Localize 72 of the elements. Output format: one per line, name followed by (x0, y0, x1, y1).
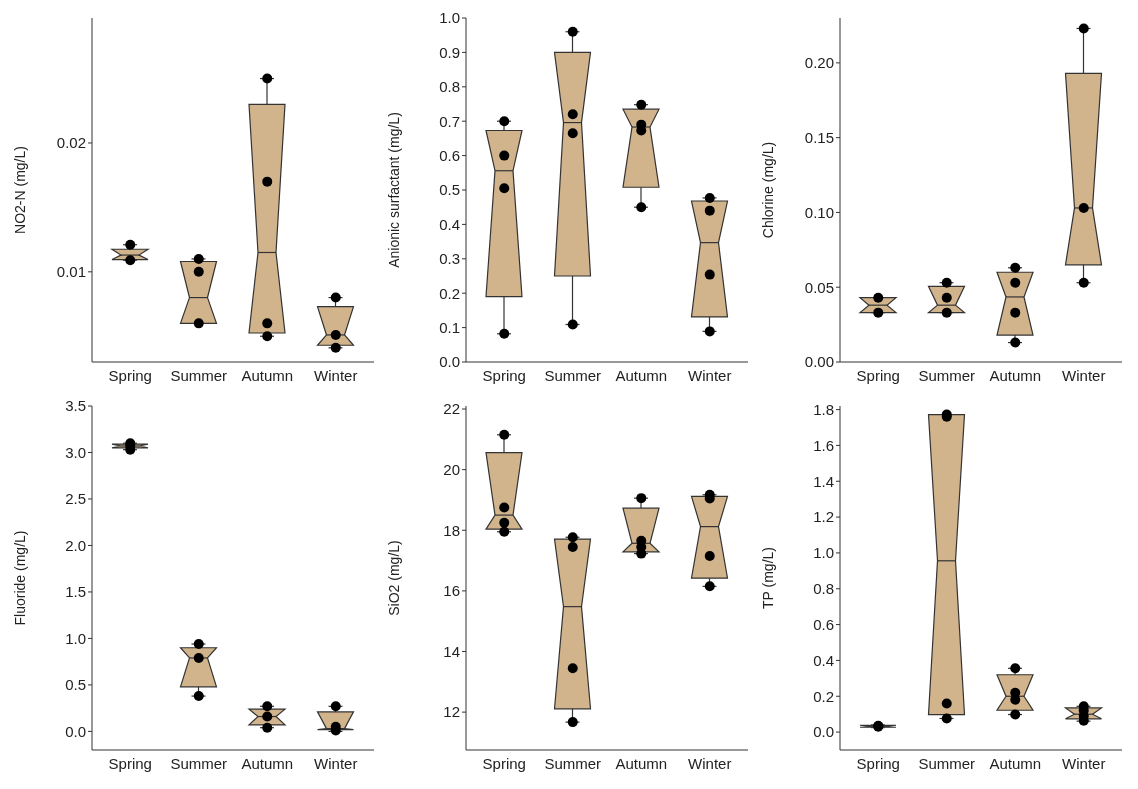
y-tick-label: 0.10 (804, 203, 834, 221)
y-tick-label: 0.0 (65, 722, 86, 740)
y-tick-label: 1.0 (439, 9, 460, 27)
y-axis-title: NO2-N (mg/L) (11, 146, 28, 234)
y-tick-label: 20 (443, 460, 460, 478)
y-tick-label: 0.15 (804, 128, 834, 146)
x-tick-label: Summer (918, 754, 976, 772)
x-tick-label: Summer (170, 366, 228, 384)
x-tick-label: Winter (314, 366, 358, 384)
x-tick-label: Autumn (989, 754, 1042, 772)
y-tick-label: 0.8 (439, 78, 460, 96)
y-tick-label: 3.5 (65, 397, 86, 415)
y-tick-label: 3.0 (65, 443, 86, 461)
x-tick-label: Summer (170, 754, 228, 772)
x-tick-label: Autumn (615, 754, 668, 772)
y-tick-label: 0.4 (813, 651, 834, 669)
y-tick-label: 0.8 (813, 580, 834, 598)
y-tick-label: 0.5 (439, 181, 460, 199)
y-tick-label: 0.2 (813, 687, 834, 705)
y-tick-label: 0.3 (439, 250, 460, 268)
y-axis-title: Anionic surfactant (mg/L) (385, 112, 402, 268)
x-tick-label: Winter (1062, 366, 1106, 384)
x-tick-label: Spring (108, 366, 152, 384)
x-tick-label: Winter (688, 366, 732, 384)
y-tick-label: 18 (443, 521, 460, 539)
x-tick-label: Autumn (241, 366, 294, 384)
y-tick-label: 0.01 (56, 263, 86, 281)
x-tick-label: Autumn (989, 366, 1042, 384)
y-tick-label: 0.6 (439, 146, 460, 164)
x-tick-label: Spring (482, 754, 526, 772)
y-tick-label: 16 (443, 582, 460, 600)
y-tick-label: 0.4 (439, 215, 460, 233)
y-tick-label: 0.1 (439, 318, 460, 336)
x-tick-label: Winter (688, 754, 732, 772)
y-tick-label: 1.0 (65, 629, 86, 647)
y-tick-label: 2.0 (65, 536, 86, 554)
x-tick-label: Summer (918, 366, 976, 384)
y-tick-label: 22 (443, 400, 460, 418)
x-tick-label: Winter (1062, 754, 1106, 772)
y-tick-label: 0.05 (804, 278, 834, 296)
x-tick-label: Winter (314, 754, 358, 772)
y-tick-label: 0.5 (65, 676, 86, 694)
y-axis-title: Chlorine (mg/L) (759, 141, 776, 239)
y-tick-label: 1.0 (813, 544, 834, 562)
y-tick-label: 0.0 (813, 723, 834, 741)
y-axis-title: SiO2 (mg/L) (385, 540, 402, 616)
y-tick-label: 12 (443, 703, 460, 721)
y-tick-label: 1.2 (813, 508, 834, 526)
y-tick-label: 0.20 (804, 54, 834, 72)
y-tick-label: 0.02 (56, 134, 86, 152)
x-tick-label: Spring (482, 366, 526, 384)
x-tick-label: Spring (108, 754, 152, 772)
x-tick-label: Autumn (615, 366, 668, 384)
x-tick-label: Spring (856, 754, 900, 772)
x-tick-label: Summer (544, 366, 602, 384)
y-tick-label: 0.2 (439, 284, 460, 302)
x-tick-label: Spring (856, 366, 900, 384)
y-tick-label: 1.5 (65, 583, 86, 601)
y-tick-label: 0.7 (439, 112, 460, 130)
y-tick-label: 1.6 (813, 436, 834, 454)
y-tick-label: 0.6 (813, 615, 834, 633)
y-tick-label: 0.0 (439, 353, 460, 371)
y-tick-label: 14 (443, 642, 460, 660)
y-tick-label: 0.00 (804, 353, 834, 371)
y-axis-title: TP (mg/L) (759, 547, 776, 609)
y-tick-label: 1.4 (813, 472, 834, 490)
y-tick-label: 1.8 (813, 400, 834, 418)
x-tick-label: Autumn (241, 754, 294, 772)
y-tick-label: 2.5 (65, 490, 86, 508)
x-tick-label: Summer (544, 754, 602, 772)
y-tick-label: 0.9 (439, 43, 460, 61)
y-axis-title: Fluoride (mg/L) (11, 530, 28, 626)
